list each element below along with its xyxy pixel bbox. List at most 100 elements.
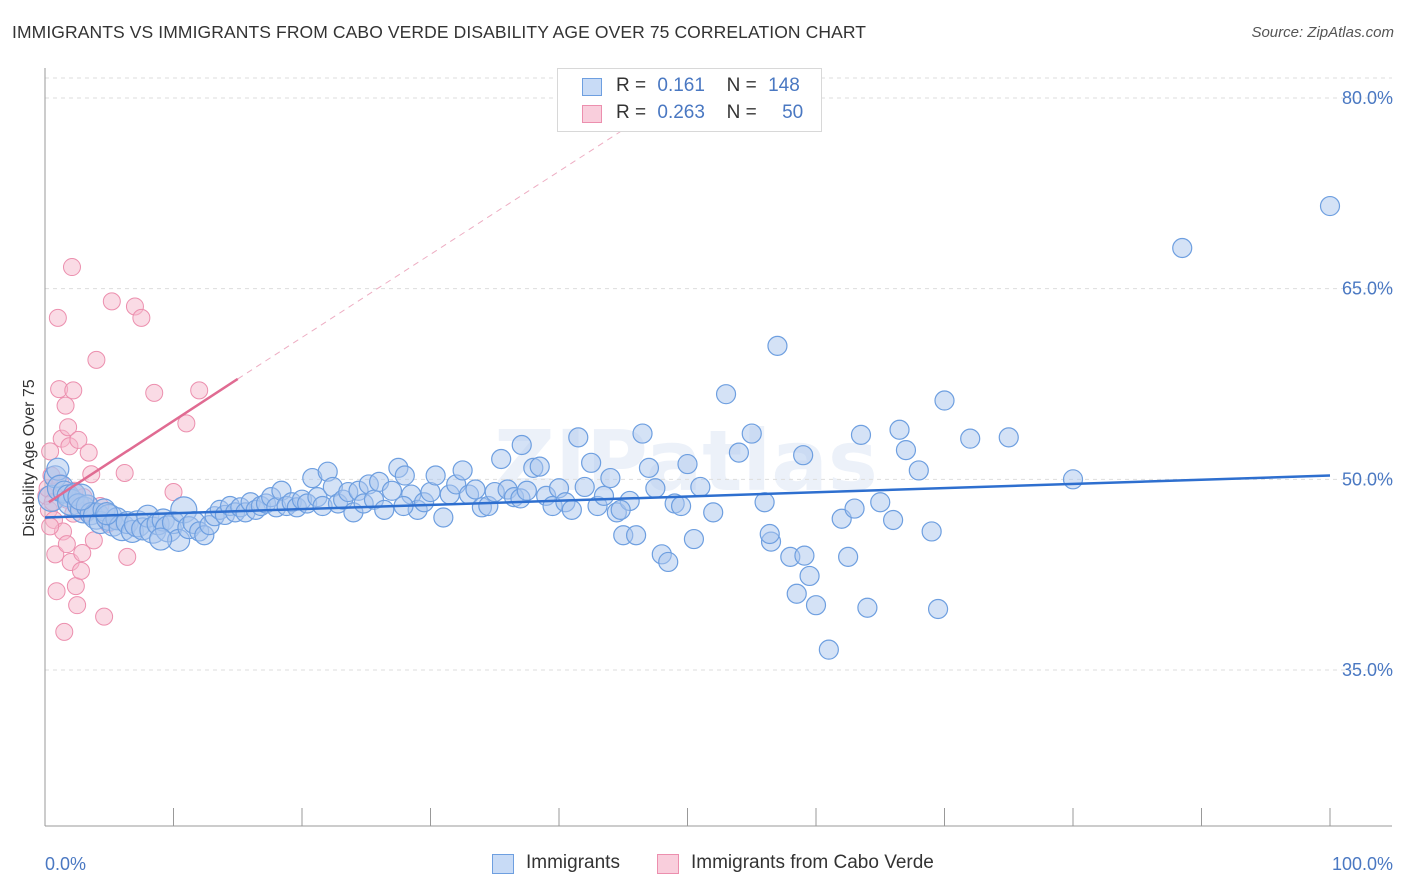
data-point-immigrants [381,480,403,501]
legend-swatch-blue [492,854,514,874]
data-point-cabo-verde [68,596,87,615]
data-point-immigrants [95,502,119,526]
data-point-immigrants [568,427,589,448]
data-point-cabo-verde [66,577,85,596]
data-point-immigrants [786,583,807,604]
data-point-cabo-verde [55,622,74,641]
data-point-immigrants [850,424,872,445]
data-point-immigrants [149,527,173,551]
data-point-immigrants [574,476,595,498]
data-point-immigrants [889,419,910,440]
data-point-immigrants [741,423,762,444]
legend-swatch-pink [657,854,679,874]
data-point-cabo-verde [79,443,98,462]
data-point-immigrants [632,423,653,444]
data-point-immigrants [452,460,473,481]
data-point-immigrants [394,465,415,486]
data-point-immigrants [870,492,891,513]
data-point-immigrants [425,465,446,486]
data-point-immigrants [610,499,631,520]
x-tick-label: 100.0% [1332,854,1393,874]
y-tick-label: 35.0% [1342,660,1393,680]
legend-swatch-pink [582,105,602,123]
legend-r-label: R = [616,102,647,123]
series-legend: Immigrants Immigrants from Cabo Verde [0,852,1406,878]
data-point-immigrants [516,480,537,501]
y-axis-label: Disability Age Over 75 [21,379,38,537]
y-tick-labels: 35.0% 50.0% 65.0% 80.0% [1342,88,1393,680]
data-point-cabo-verde [115,463,134,482]
data-point-cabo-verde [57,535,76,554]
data-point-cabo-verde [177,414,196,433]
legend-r-label: R = [616,75,647,96]
data-point-immigrants [1172,237,1193,259]
x-tick-labels: 0.0% 100.0% [45,854,1393,874]
legend-r-value: 0.161 [657,75,705,96]
data-point-immigrants [690,476,711,498]
data-point-cabo-verde [41,517,60,536]
data-point-immigrants [794,545,815,566]
data-point-immigrants [67,483,95,511]
trend-lines [44,129,1331,519]
correlation-legend: R = 0.161 N = 148 R = 0.263 N = 50 [557,68,822,132]
data-point-cabo-verde [64,381,83,400]
series-cabo-verde-points [37,258,209,641]
data-point-cabo-verde [118,547,137,566]
data-point-immigrants [882,509,904,531]
data-point-immigrants [1319,195,1341,217]
y-tick-label: 50.0% [1342,469,1393,489]
data-point-immigrants [998,427,1019,448]
y-tick-label: 65.0% [1342,279,1393,299]
data-point-immigrants [767,335,788,356]
data-point-cabo-verde [41,442,60,461]
data-point-immigrants [838,546,859,567]
data-point-immigrants [600,467,621,489]
data-point-immigrants [715,384,737,405]
data-point-cabo-verde [47,582,66,601]
data-point-immigrants [374,499,395,520]
data-point-immigrants [491,448,512,470]
data-point-immigrants [593,485,615,506]
data-point-cabo-verde [164,483,183,502]
data-point-cabo-verde [102,292,121,311]
trend-line-immigrants [44,474,1331,519]
data-point-immigrants [927,598,949,620]
data-point-cabo-verde [59,418,78,437]
data-point-cabo-verde [71,561,90,580]
data-point-cabo-verde [132,308,151,327]
series-immigrants-points [37,195,1341,660]
legend-n-label: N = [726,102,757,123]
data-point-cabo-verde [56,396,75,415]
data-point-immigrants [728,442,750,463]
grid [45,77,1392,671]
data-point-immigrants [677,453,698,475]
data-point-cabo-verde [62,258,81,277]
data-point-cabo-verde [145,383,164,402]
data-point-immigrants [895,439,917,461]
legend-label-cabo-verde: Immigrants from Cabo Verde [691,852,934,873]
data-point-immigrants [625,525,647,546]
legend-label-immigrants: Immigrants [526,852,620,873]
chart-title: IMMIGRANTS VS IMMIGRANTS FROM CABO VERDE… [12,22,867,42]
data-point-immigrants [1062,469,1084,490]
trend-extension-cabo-verde [237,129,624,380]
legend-n-value: 50 [782,102,804,123]
legend-r-value: 0.263 [657,102,705,123]
data-point-immigrants [857,597,878,618]
legend-n-label: N = [726,75,757,96]
data-point-immigrants [645,478,666,499]
data-point-immigrants [670,495,692,517]
data-point-immigrants [511,434,532,456]
data-point-immigrants [754,492,775,513]
data-point-immigrants [960,428,981,449]
data-point-immigrants [844,498,865,519]
data-point-cabo-verde [95,607,114,626]
data-point-immigrants [759,523,780,545]
data-point-immigrants [921,521,942,542]
data-point-cabo-verde [48,308,67,327]
data-point-cabo-verde [69,430,88,449]
y-tick-label: 80.0% [1342,88,1393,108]
data-point-cabo-verde [46,545,65,564]
data-point-immigrants [793,445,814,466]
